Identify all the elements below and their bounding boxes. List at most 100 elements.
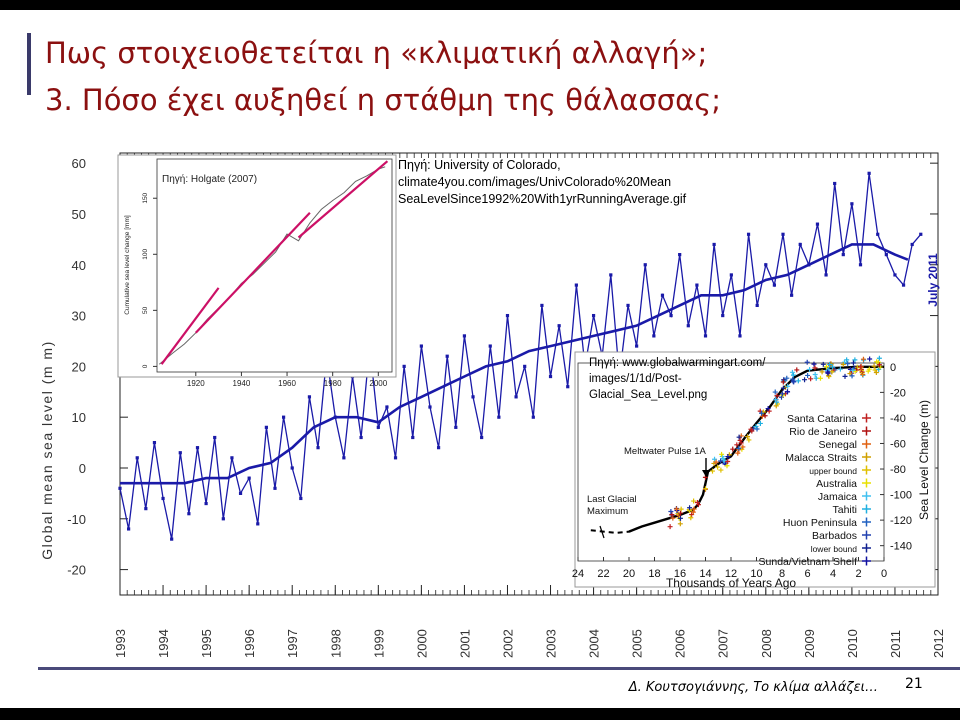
series-monthly-point [497, 415, 501, 419]
legend-entry-marker [862, 478, 871, 488]
x-tick-label: 2000 [414, 629, 429, 658]
series-monthly-point [755, 303, 759, 308]
postglacial-observation-marker [765, 406, 771, 412]
postglacial-observation-marker [734, 442, 740, 448]
postglacial-observation-marker [715, 464, 721, 470]
postglacial-observation-marker [785, 389, 791, 395]
legend-entry-label: Tahiti [832, 504, 857, 516]
postglacial-y-tick-label: -120 [890, 515, 912, 527]
postglacial-observation-marker [754, 426, 760, 432]
series-monthly-point [798, 242, 802, 247]
footer-author: Δ. Κουτσογιάννης, Το κλίμα αλλάζει… [628, 680, 878, 695]
postglacial-observation-marker [850, 367, 856, 373]
postglacial-observation-marker [837, 366, 843, 372]
postglacial-observation-marker [772, 389, 778, 395]
y-tick-label: -10 [67, 512, 86, 527]
series-monthly-point [703, 334, 708, 338]
postglacial-observation-marker [677, 521, 683, 527]
postglacial-x-tick-label: 6 [804, 568, 810, 580]
postglacial-observation-marker [774, 393, 780, 399]
series-monthly-point [815, 222, 820, 226]
series-monthly-point [858, 263, 863, 267]
legend-entry-label: Malacca Straits [785, 452, 857, 464]
postglacial-observation-marker [819, 369, 825, 375]
series-monthly-point [660, 293, 665, 297]
x-tick-label: 1994 [156, 629, 171, 658]
series-monthly-point [867, 171, 871, 175]
postglacial-observation-marker [829, 364, 835, 370]
series-monthly-point [514, 395, 518, 399]
top-frame-bar [0, 0, 960, 10]
legend-entry-label: Australia [816, 478, 857, 490]
postglacial-x-tick-label: 24 [572, 568, 584, 580]
x-tick-label: 2001 [457, 629, 472, 658]
postglacial-observation-marker [712, 456, 718, 462]
series-monthly-point [523, 364, 527, 368]
slide-title-line-1: Πως στοιχειοθετείται η «κλιματική αλλαγή… [45, 36, 708, 70]
postglacial-x-tick-label: 10 [750, 568, 762, 580]
series-monthly-point [781, 232, 785, 236]
postglacial-observation-marker [876, 355, 882, 361]
series-monthly-point [686, 324, 690, 328]
postglacial-x-tick-label: 12 [725, 568, 737, 580]
series-monthly-point [299, 496, 303, 501]
series-monthly-line [119, 173, 922, 540]
postglacial-observation-marker [871, 363, 877, 369]
meltwater-pulse-arrowhead [702, 470, 710, 477]
series-monthly-point [282, 415, 286, 419]
series-monthly-point [204, 501, 208, 506]
postglacial-observation-marker [827, 361, 833, 367]
series-monthly-point [480, 435, 484, 440]
x-tick-label: 2006 [673, 629, 688, 658]
postglacial-observation-marker [872, 367, 878, 373]
postglacial-observation-marker [667, 524, 673, 530]
x-tick-label: 2005 [630, 629, 645, 658]
holgate-series-trend [195, 212, 311, 334]
series-monthly-point [454, 425, 458, 429]
slide-title-line-2: 3. Πόσο έχει αυξηθεί η στάθμη της θάλασσ… [45, 83, 722, 117]
colorado-source-text: Πηγή: University of Colorado, climate4yo… [398, 158, 687, 206]
series-monthly-point [376, 425, 380, 429]
y-tick-label: 20 [72, 359, 86, 374]
postglacial-observation-marker [675, 511, 681, 517]
legend-entry-label: Huon Peninsula [783, 517, 857, 529]
series-monthly-point [833, 181, 837, 186]
legend-entry-marker [862, 530, 871, 540]
legend-entry-marker [862, 452, 871, 462]
series-monthly-point [678, 253, 682, 257]
postglacial-observation-marker [718, 458, 724, 464]
postglacial-x-tick-label: 14 [699, 568, 711, 580]
postglacial-observation-marker [808, 376, 814, 382]
holgate-title: Πηγή: Holgate (2007) [162, 173, 257, 185]
postglacial-observation-marker [745, 434, 751, 440]
legend-entry-marker [862, 491, 871, 501]
series-monthly-point [213, 435, 217, 440]
postglacial-observation-marker [725, 454, 731, 460]
postglacial-observation-marker [877, 364, 883, 370]
postglacial-observation-marker [780, 385, 786, 391]
series-monthly-point [566, 385, 570, 389]
holgate-series-trend [297, 160, 389, 239]
postglacial-observation-marker [794, 367, 800, 373]
postglacial-observation-marker [710, 468, 716, 474]
postglacial-observation-marker [813, 375, 819, 381]
series-monthly-point [557, 324, 561, 328]
postglacial-observation-marker [807, 366, 813, 372]
y-tick-label: 40 [72, 258, 86, 273]
legend-entry-label: Santa Catarina [787, 413, 857, 425]
series-monthly-point [187, 512, 191, 516]
last-glacial-maximum-annotation: Maximum [587, 506, 628, 517]
series-monthly-point [531, 415, 535, 419]
postglacial-observation-marker [759, 410, 765, 416]
postglacial-observation-marker [817, 375, 823, 381]
series-monthly-point [540, 303, 544, 308]
y-tick-label: -20 [67, 563, 86, 578]
series-monthly-point [127, 527, 131, 531]
series-monthly-point [195, 446, 200, 450]
series-monthly-point [471, 395, 475, 399]
legend-entry-label: Jamaica [818, 491, 857, 503]
postglacial-x-tick-label: 16 [674, 568, 686, 580]
postglacial-x-tick-label: 22 [597, 568, 609, 580]
postglacial-y-tick-label: -20 [890, 387, 906, 399]
postglacial-observation-marker [757, 420, 763, 426]
